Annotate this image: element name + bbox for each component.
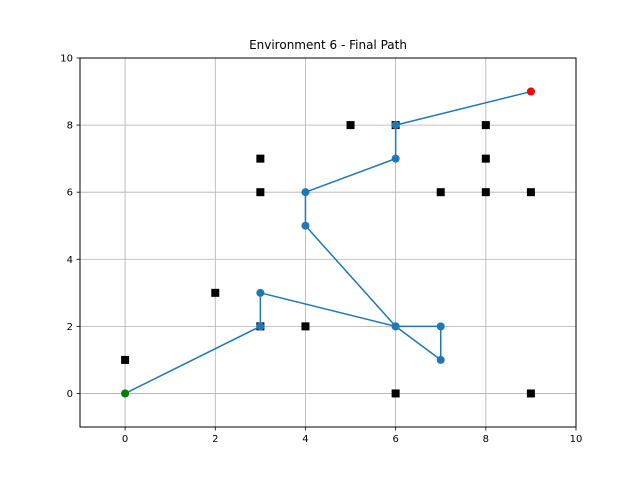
- obstacle-marker: [211, 288, 220, 297]
- x-tick-label: 6: [392, 434, 398, 445]
- obstacle-marker: [391, 389, 400, 398]
- obstacle-marker: [526, 188, 535, 197]
- obstacle-marker: [481, 154, 490, 163]
- path-point: [256, 288, 265, 297]
- y-tick-label: 0: [67, 389, 73, 400]
- obstacle-marker: [436, 188, 445, 197]
- chart-title: Environment 6 - Final Path: [249, 38, 407, 52]
- axis-ticks: 0 2 4 6 8 10 0 2 4 6 8 10: [60, 54, 582, 446]
- obstacle-marker: [256, 188, 265, 197]
- path-point: [436, 355, 445, 364]
- path-point: [301, 188, 310, 197]
- x-tick-label: 10: [570, 434, 583, 445]
- obstacle-marker: [256, 154, 265, 163]
- path-point: [301, 221, 310, 230]
- obstacle-marker: [346, 121, 355, 130]
- obstacle-marker: [481, 188, 490, 197]
- obstacle-marker: [526, 389, 535, 398]
- x-tick-label: 8: [483, 434, 489, 445]
- plot-frame: [79, 57, 577, 428]
- y-tick-label: 10: [60, 54, 73, 65]
- path-point: [391, 322, 400, 331]
- x-tick-label: 0: [122, 434, 128, 445]
- y-tick-label: 4: [67, 255, 73, 266]
- x-tick-label: 2: [212, 434, 218, 445]
- obstacle-marker: [121, 355, 130, 364]
- y-tick-label: 2: [67, 322, 73, 333]
- grid-lines: [80, 57, 577, 427]
- obstacle-marker: [481, 121, 490, 130]
- path-point: [436, 322, 445, 331]
- path-point: [391, 121, 400, 130]
- y-tick-label: 8: [67, 121, 73, 132]
- goal-marker: [526, 87, 535, 96]
- y-tick-label: 6: [67, 188, 73, 199]
- x-tick-label: 4: [302, 434, 308, 445]
- path-point: [256, 322, 265, 331]
- plot-data: [121, 87, 535, 398]
- obstacle-marker: [301, 322, 310, 331]
- path-point: [391, 154, 400, 163]
- start-marker: [121, 389, 130, 398]
- path-line: [124, 90, 532, 395]
